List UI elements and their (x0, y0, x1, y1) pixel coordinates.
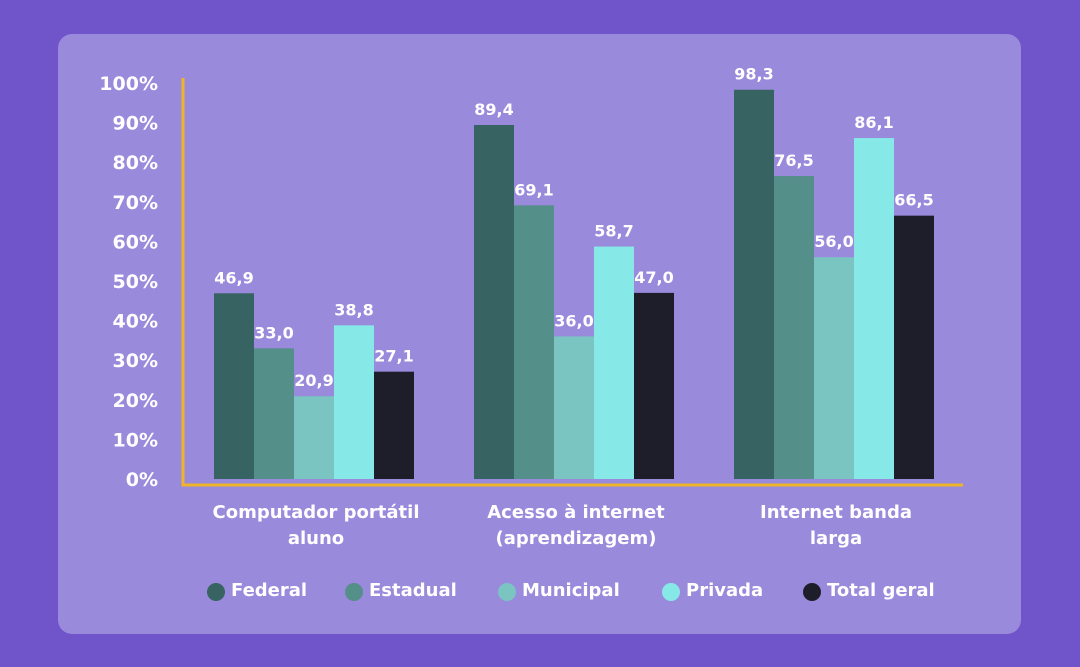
bar-federal (734, 89, 774, 480)
y-tick-label: 80% (113, 152, 158, 174)
category-label: aluno (288, 528, 344, 549)
legend-label: Privada (686, 580, 763, 601)
data-label: 20,9 (294, 371, 333, 390)
bar-estadual (254, 348, 294, 479)
bar-estadual (774, 176, 814, 479)
legend-label: Total geral (827, 580, 935, 601)
bar-municipal (814, 257, 854, 479)
y-tick-label: 70% (113, 192, 158, 214)
y-tick-label: 20% (113, 390, 158, 412)
data-label: 47,0 (634, 268, 673, 287)
bar-municipal (554, 336, 594, 479)
category-label: Computador portátil (213, 502, 420, 523)
legend-label: Federal (231, 580, 307, 601)
y-tick-label: 0% (126, 469, 158, 491)
data-label: 66,5 (894, 191, 933, 210)
data-label: 33,0 (254, 323, 293, 342)
bar-total-geral (894, 215, 934, 479)
data-label: 46,9 (214, 268, 253, 287)
legend-marker (345, 583, 363, 601)
legend-marker (498, 583, 516, 601)
bar-privada (854, 138, 894, 479)
bar-municipal (294, 396, 334, 479)
legend-marker (207, 583, 225, 601)
legend-label: Municipal (522, 580, 620, 601)
y-tick-label: 30% (113, 350, 158, 372)
data-label: 76,5 (774, 151, 813, 170)
bar-estadual (514, 205, 554, 479)
y-tick-label: 50% (113, 271, 158, 293)
data-label: 27,1 (374, 347, 413, 366)
data-label: 38,8 (334, 300, 373, 319)
category-label: Internet banda (760, 502, 912, 523)
legend-marker (803, 583, 821, 601)
category-label: Acesso à internet (487, 502, 665, 523)
data-label: 36,0 (554, 311, 593, 330)
y-tick-label: 10% (113, 429, 158, 451)
data-label: 58,7 (594, 222, 633, 241)
legend-label: Estadual (369, 580, 457, 601)
data-label: 98,3 (734, 65, 773, 84)
y-tick-label: 60% (113, 231, 158, 253)
legend-marker (662, 583, 680, 601)
bar-privada (594, 246, 634, 479)
bar-privada (334, 325, 374, 479)
y-tick-label: 90% (113, 113, 158, 135)
y-tick-label: 100% (99, 73, 158, 95)
bar-federal (474, 124, 514, 479)
category-label: larga (810, 528, 862, 549)
bar-total-geral (634, 292, 674, 479)
data-label: 86,1 (854, 113, 893, 132)
data-label: 89,4 (474, 100, 513, 119)
data-label: 56,0 (814, 232, 853, 251)
bar-federal (214, 293, 254, 479)
data-label: 69,1 (514, 180, 553, 199)
bar-total-geral (374, 371, 414, 479)
category-label: (aprendizagem) (496, 528, 657, 549)
y-tick-label: 40% (113, 311, 158, 333)
